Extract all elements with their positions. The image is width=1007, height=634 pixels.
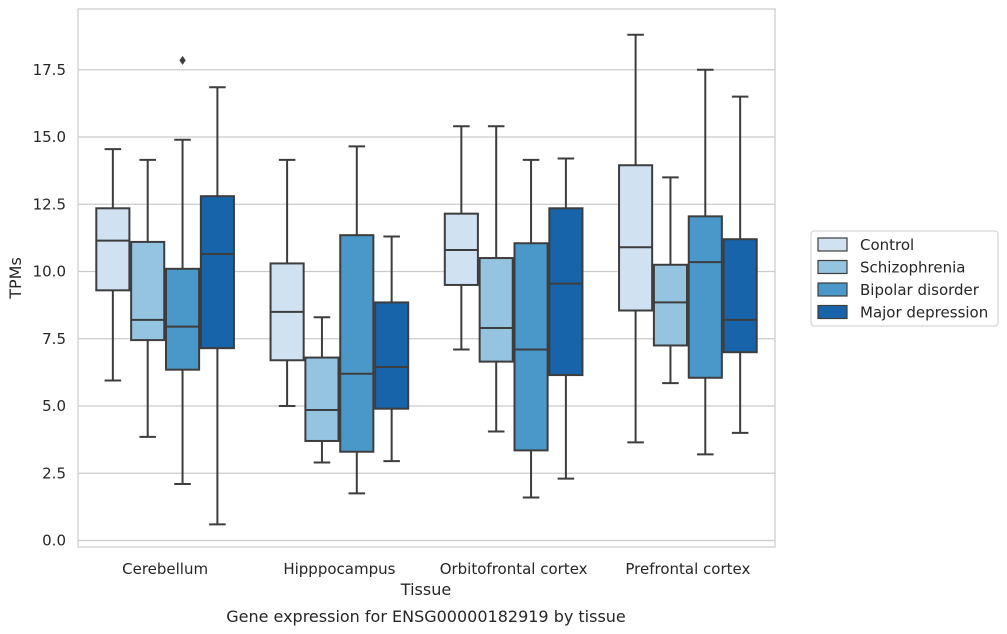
- y-tick-label: 17.5: [33, 61, 66, 79]
- iqr-box: [513, 242, 549, 452]
- box-bipolar-disorder: [687, 68, 723, 456]
- box-schizophrenia: [130, 158, 166, 438]
- legend-swatch: [817, 304, 848, 320]
- box-major-depression: [722, 95, 758, 434]
- box-bipolar-disorder: [513, 158, 549, 499]
- iqr-box: [618, 164, 654, 312]
- iqr-box: [95, 207, 131, 292]
- iqr-box: [548, 207, 584, 377]
- y-tick-label: 10.0: [33, 263, 66, 281]
- box-major-depression: [374, 235, 410, 463]
- legend-label: Control: [860, 236, 914, 254]
- legend-label: Major depression: [860, 304, 988, 322]
- y-tick-label: 7.5: [42, 330, 66, 348]
- box-control: [269, 158, 305, 407]
- x-tick-label: Prefrontal cortex: [625, 560, 750, 578]
- x-axis-ticks: Cerebellum Hipppocampus Orbitofrontal cort…: [122, 560, 750, 578]
- legend-label: Schizophrenia: [860, 259, 965, 277]
- box-bipolar-disorder: [339, 145, 375, 495]
- iqr-box: [478, 257, 514, 363]
- iqr-box: [339, 234, 375, 453]
- box-schizophrenia: [478, 125, 514, 433]
- box-major-depression: [199, 86, 235, 526]
- iqr-box: [722, 238, 758, 354]
- y-axis-ticks: 0.0 2.5 5.0 7.5 10.0 12.5 15.0 17.5: [33, 61, 66, 550]
- box-schizophrenia: [652, 176, 689, 385]
- legend-item: Control: [817, 236, 914, 254]
- legend-swatch: [817, 259, 848, 275]
- legend-swatch: [817, 237, 848, 252]
- iqr-box: [199, 195, 235, 350]
- box-control: [95, 148, 131, 382]
- x-axis-title: Tissue: [400, 580, 451, 599]
- box-schizophrenia: [304, 316, 340, 464]
- legend-item: Schizophrenia: [817, 259, 965, 277]
- legend-swatch: [817, 282, 848, 297]
- x-tick-label: Orbitofrontal cortex: [440, 560, 588, 578]
- y-tick-label: 5.0: [42, 397, 66, 415]
- y-tick-label: 2.5: [42, 464, 66, 482]
- box-control: [618, 33, 654, 444]
- y-tick-label: 15.0: [33, 128, 66, 146]
- legend-item: Major depression: [817, 304, 988, 322]
- outlier-point: [179, 55, 186, 65]
- iqr-box: [687, 215, 723, 379]
- box-control: [443, 125, 479, 351]
- y-axis-title: TPMs: [6, 257, 25, 300]
- iqr-box: [130, 240, 166, 342]
- legend-item: Bipolar disorder: [817, 281, 980, 299]
- plot-area-frame: [77, 8, 776, 548]
- box-series: [95, 33, 758, 526]
- chart-caption: Gene expression for ENSG00000182919 by t…: [226, 607, 626, 626]
- iqr-box: [164, 267, 201, 371]
- legend-label: Bipolar disorder: [860, 281, 980, 299]
- iqr-box: [652, 263, 689, 347]
- iqr-box: [374, 301, 410, 410]
- y-tick-label: 0.0: [42, 532, 66, 550]
- y-tick-label: 12.5: [33, 195, 66, 213]
- iqr-box: [304, 356, 340, 442]
- legend-frame: [810, 230, 999, 327]
- x-tick-label: Hipppocampus: [283, 560, 395, 578]
- legend: Control Schizophrenia Bipolar disorder Majo…: [810, 230, 999, 327]
- box-major-depression: [548, 157, 584, 480]
- box-bipolar-disorder: [164, 55, 201, 486]
- x-tick-label: Cerebellum: [122, 560, 208, 578]
